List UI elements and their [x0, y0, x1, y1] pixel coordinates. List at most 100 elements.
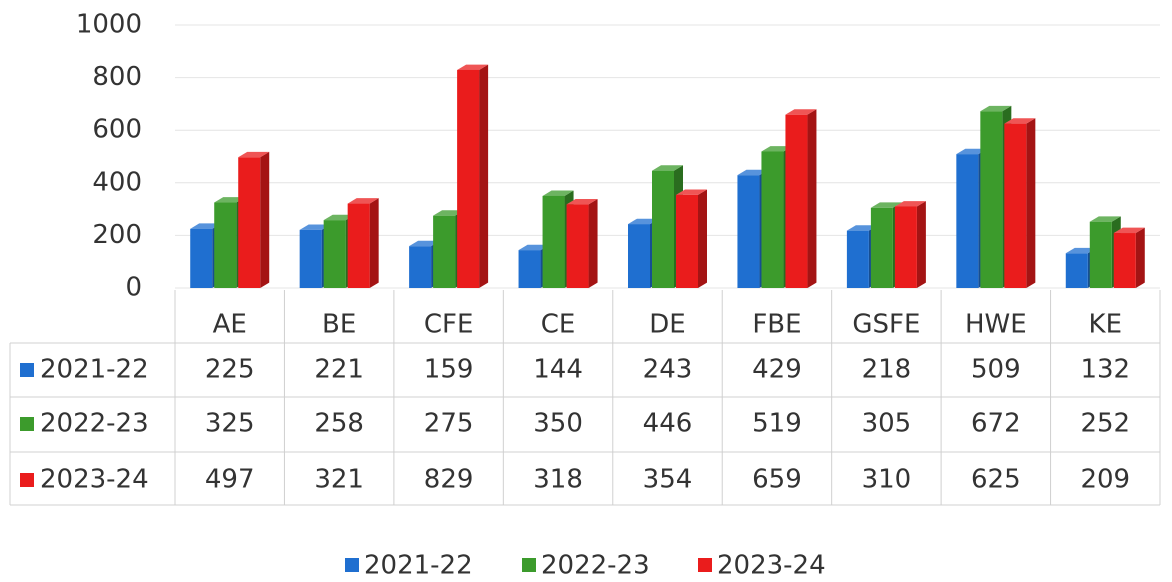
bar-top	[542, 190, 574, 196]
bar-top	[894, 201, 926, 207]
bar-side	[698, 189, 707, 288]
legend-label: 2021-22	[364, 551, 473, 581]
bar-top	[238, 151, 270, 158]
bar-top	[323, 214, 355, 221]
y-tick-label: 0	[125, 273, 142, 303]
bar	[323, 220, 346, 288]
bar	[299, 229, 322, 288]
bar-side	[1026, 118, 1036, 288]
x-tick-label: BE	[322, 310, 356, 340]
table-value: 829	[424, 465, 474, 495]
bar-top	[457, 64, 489, 70]
x-tick-label: GSFE	[852, 310, 920, 340]
table-value: 625	[971, 465, 1021, 495]
bar	[1065, 253, 1088, 288]
x-tick-label: CE	[541, 310, 576, 340]
table-value: 350	[533, 409, 583, 439]
bar-top	[628, 218, 659, 225]
legend-label: 2022-23	[541, 551, 650, 581]
table-value: 672	[971, 409, 1021, 439]
bar-top	[190, 223, 222, 229]
table-value: 132	[1080, 355, 1130, 385]
bar-top	[347, 198, 379, 204]
table-legend-key	[20, 363, 34, 377]
bar-top	[846, 225, 878, 231]
table-value: 275	[424, 409, 474, 439]
table-value: 509	[971, 355, 1021, 385]
bar	[980, 111, 1003, 288]
bar-side	[807, 109, 817, 289]
table-value: 243	[643, 355, 693, 385]
table-value: 325	[205, 409, 255, 439]
table-row-label: 2022-23	[40, 409, 149, 439]
bar	[652, 170, 674, 288]
bar-top	[409, 240, 441, 247]
y-tick-label: 1000	[76, 10, 142, 40]
table-value: 221	[314, 355, 364, 385]
table-row-label: 2021-22	[40, 355, 149, 385]
table-value: 218	[862, 355, 912, 385]
table-value: 354	[643, 465, 693, 495]
bar-top	[1089, 216, 1121, 222]
bar-side	[588, 198, 598, 288]
bar	[1113, 233, 1136, 288]
bar-top	[299, 224, 331, 230]
bar-top	[214, 197, 246, 203]
bar	[347, 203, 370, 288]
bar-side	[369, 198, 379, 288]
legend-key	[522, 558, 536, 572]
bar-side	[1135, 227, 1145, 288]
bar	[761, 151, 784, 288]
bar-top	[566, 198, 598, 205]
table-value: 318	[533, 465, 583, 495]
table-legend-key	[20, 473, 34, 487]
x-tick-label: FBE	[752, 310, 801, 340]
legend-key	[345, 558, 359, 572]
x-tick-label: AE	[213, 310, 247, 340]
table-value: 429	[752, 355, 802, 385]
x-tick-label: DE	[649, 310, 685, 340]
bar	[676, 194, 698, 288]
bar	[737, 175, 760, 288]
bar	[628, 224, 650, 288]
bar	[1004, 123, 1027, 288]
y-tick-label: 600	[92, 115, 142, 145]
bar-side	[479, 64, 489, 288]
bar-top	[761, 146, 793, 152]
table-legend-key	[20, 417, 34, 431]
bar-top	[1004, 118, 1036, 124]
bar-top	[1065, 247, 1097, 254]
x-tick-label: KE	[1089, 310, 1122, 340]
bar-top	[980, 105, 1012, 112]
table-value: 446	[643, 409, 693, 439]
legend-label: 2023-24	[717, 551, 826, 581]
bar	[518, 250, 541, 288]
x-tick-label: CFE	[424, 310, 474, 340]
table-value: 209	[1080, 465, 1130, 495]
table-value: 305	[862, 409, 912, 439]
bar	[238, 157, 261, 288]
bar-side	[260, 151, 270, 288]
bar	[870, 207, 893, 288]
bar	[214, 202, 237, 288]
table-value: 225	[205, 355, 255, 385]
bar	[956, 154, 979, 288]
table-value: 321	[314, 465, 364, 495]
bar-top	[652, 165, 683, 171]
table-value: 252	[1080, 409, 1130, 439]
bar	[1089, 221, 1112, 288]
bar-top	[785, 109, 817, 115]
table-row-label: 2023-24	[40, 465, 149, 495]
bar-top	[737, 169, 769, 176]
bar-top	[433, 210, 465, 216]
bar	[190, 228, 213, 288]
bar	[409, 246, 432, 288]
bar-top	[676, 189, 707, 195]
table-value: 519	[752, 409, 802, 439]
x-tick-label: HWE	[965, 310, 1027, 340]
bar-top	[518, 244, 550, 251]
bar-top	[1113, 227, 1145, 234]
bar	[542, 195, 565, 288]
bar-top	[870, 202, 902, 208]
